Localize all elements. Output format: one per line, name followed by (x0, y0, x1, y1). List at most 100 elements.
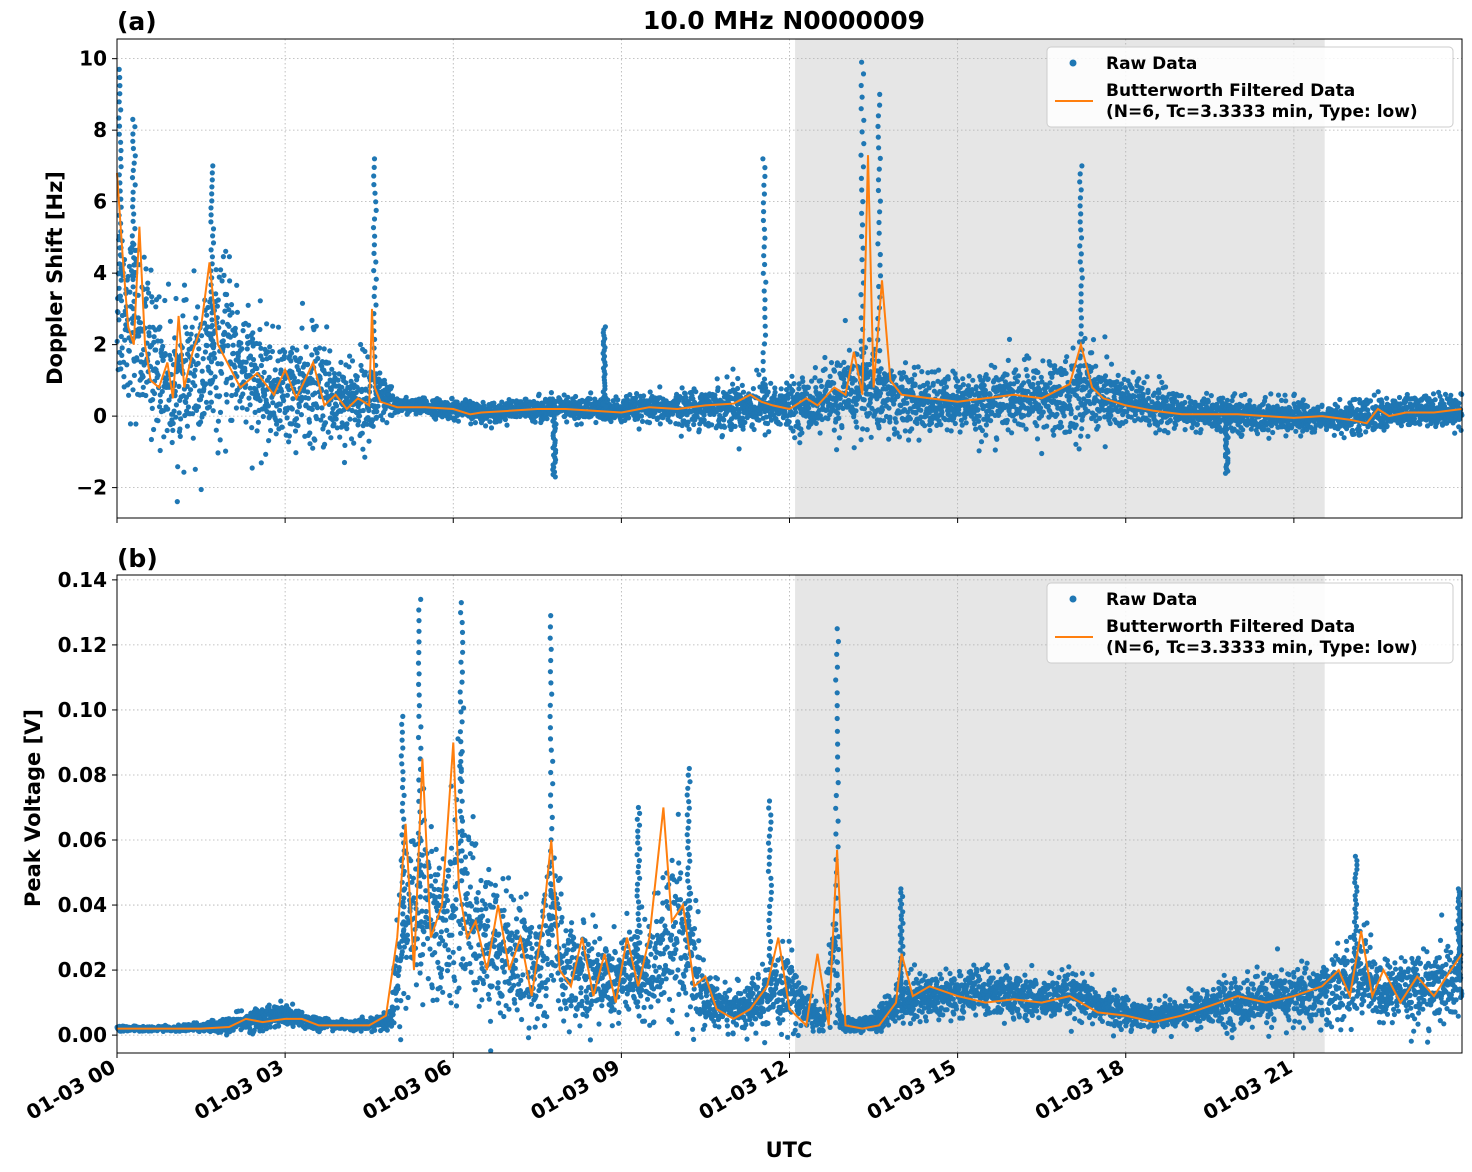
raw-point (156, 404, 163, 410)
raw-point (1034, 423, 1040, 429)
raw-point (150, 397, 156, 403)
raw-point (831, 427, 837, 433)
raw-point (927, 427, 933, 434)
raw-point (960, 376, 966, 382)
raw-point (128, 249, 134, 255)
raw-point (199, 368, 205, 374)
raw-point (1115, 372, 1121, 378)
raw-point (1129, 385, 1135, 391)
raw-point (233, 331, 239, 337)
raw-point (126, 392, 132, 398)
raw-point (143, 392, 149, 399)
raw-point (218, 267, 224, 273)
raw-point (320, 413, 326, 419)
raw-point (1095, 423, 1101, 430)
raw-point (955, 378, 961, 384)
raw-point (1136, 376, 1142, 382)
raw-point (226, 307, 232, 313)
raw-point (667, 419, 673, 425)
raw-point (297, 355, 304, 361)
raw-point (593, 419, 599, 426)
raw-point (195, 304, 201, 310)
raw-point (351, 440, 357, 446)
raw-point (754, 367, 760, 373)
raw-point (292, 428, 299, 434)
raw-point (388, 384, 395, 390)
raw-point (1224, 397, 1230, 403)
raw-point (216, 325, 222, 331)
raw-point (1146, 422, 1153, 428)
raw-point (735, 385, 741, 392)
raw-point (288, 358, 294, 364)
raw-point (230, 350, 237, 356)
raw-point (1398, 423, 1404, 429)
raw-point (203, 381, 209, 387)
raw-point (1262, 394, 1268, 401)
raw-point (254, 428, 260, 434)
raw-point (228, 302, 235, 308)
raw-point (818, 378, 824, 384)
raw-point (141, 254, 147, 260)
raw-point (1384, 423, 1390, 429)
raw-point (1063, 370, 1069, 376)
raw-point (165, 281, 172, 287)
raw-point (976, 448, 982, 454)
raw-point (133, 421, 139, 427)
raw-point (182, 412, 188, 419)
raw-point (291, 375, 297, 381)
raw-point (168, 356, 174, 363)
raw-point (338, 359, 344, 365)
raw-point (633, 395, 639, 401)
raw-point (786, 419, 792, 425)
raw-point (679, 385, 685, 391)
raw-point (1331, 432, 1337, 438)
raw-point (143, 296, 149, 302)
raw-point (309, 352, 315, 358)
raw-point (190, 411, 196, 417)
raw-point (876, 425, 882, 431)
raw-point (1291, 391, 1297, 397)
raw-point (293, 416, 300, 422)
raw-point (217, 437, 223, 443)
raw-point (344, 421, 350, 427)
raw-point (1270, 429, 1276, 436)
raw-point (1058, 419, 1064, 425)
raw-point (317, 345, 323, 351)
raw-point (1205, 399, 1211, 405)
raw-point (247, 402, 253, 408)
raw-point (1104, 354, 1110, 360)
raw-point (246, 395, 252, 401)
raw-point (1254, 431, 1261, 437)
raw-point (975, 407, 981, 413)
raw-point (331, 421, 337, 427)
raw-point (960, 382, 967, 388)
raw-point (918, 407, 924, 413)
raw-point (354, 374, 360, 380)
raw-point (722, 424, 728, 430)
raw-point (362, 369, 368, 375)
raw-point (334, 403, 340, 409)
raw-point (173, 414, 179, 420)
raw-point (1107, 420, 1113, 427)
raw-point (822, 366, 828, 372)
raw-point (1178, 393, 1184, 399)
raw-point (939, 409, 945, 415)
raw-point (277, 401, 283, 407)
raw-point (800, 378, 806, 384)
raw-point (1090, 337, 1097, 343)
raw-point (305, 395, 312, 401)
raw-point (272, 367, 278, 373)
raw-point (1265, 427, 1271, 433)
raw-point (1078, 433, 1084, 439)
raw-point (1108, 412, 1114, 418)
raw-point (916, 437, 922, 443)
raw-point (258, 460, 264, 466)
raw-point (806, 405, 812, 411)
raw-point (286, 439, 292, 445)
raw-point (1108, 361, 1115, 367)
raw-point (868, 434, 874, 440)
raw-point (573, 393, 579, 400)
raw-point (309, 317, 315, 323)
raw-point (1102, 444, 1108, 450)
raw-point (194, 352, 200, 359)
